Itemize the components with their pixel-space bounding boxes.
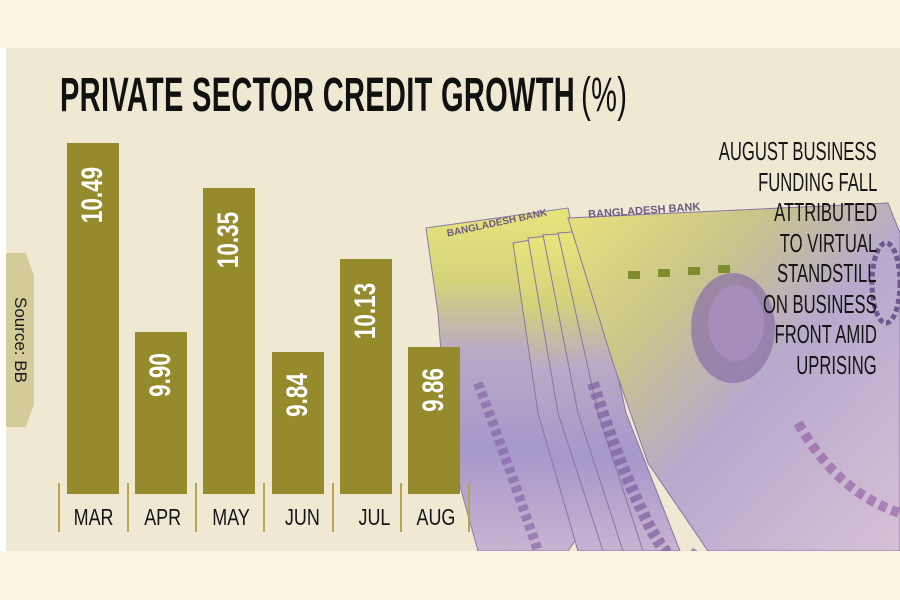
axis-separator bbox=[332, 483, 334, 532]
x-tick-label: AUG bbox=[416, 504, 456, 530]
axis-separator bbox=[263, 483, 265, 532]
annotation-line: STANDSTILL bbox=[777, 258, 877, 288]
bar-value-label: 9.84 bbox=[281, 373, 314, 417]
x-tick-jul: JUL bbox=[340, 504, 408, 531]
bar-may: 10.35 bbox=[203, 188, 255, 494]
annotation-line: AUGUST BUSINESS bbox=[719, 136, 877, 166]
bar-aug: 9.86 bbox=[408, 347, 460, 494]
axis-separator bbox=[58, 483, 60, 532]
left-margin-strip bbox=[0, 48, 6, 551]
axis-separator bbox=[468, 483, 470, 532]
bar-value-label: 10.49 bbox=[76, 166, 109, 224]
x-tick-aug: AUG bbox=[402, 504, 470, 531]
x-tick-apr: APR bbox=[129, 504, 197, 531]
x-tick-jun: JUN bbox=[268, 504, 336, 531]
annotation-line: UPRISING bbox=[796, 349, 877, 380]
chart-title: PRIVATE SECTOR CREDIT GROWTH (%) bbox=[60, 70, 627, 122]
x-tick-label: JUL bbox=[358, 504, 390, 530]
annotation-line: ON BUSINESS bbox=[763, 288, 877, 319]
infographic-panel: PRIVATE SECTOR CREDIT GROWTH (%) Source: … bbox=[6, 48, 900, 551]
axis-separator bbox=[400, 483, 402, 532]
source-tab: Source: BB bbox=[6, 253, 34, 427]
x-tick-label: MAY bbox=[212, 504, 250, 530]
bar-value-label: 9.90 bbox=[144, 353, 177, 397]
x-tick-label: APR bbox=[144, 504, 182, 530]
x-tick-may: MAY bbox=[197, 504, 265, 531]
annotation-line: FRONT AMID bbox=[774, 319, 877, 349]
bar-jul: 10.13 bbox=[340, 259, 392, 494]
bar-value-label: 10.13 bbox=[349, 282, 382, 340]
banknotes-illustration: BANGLADESH BANK BANGLADESH BANK bbox=[418, 163, 900, 551]
bar-apr: 9.90 bbox=[135, 332, 187, 494]
axis-separator bbox=[127, 483, 129, 532]
x-tick-mar: MAR bbox=[60, 504, 128, 531]
annotation-line: TO VIRTUAL bbox=[779, 227, 877, 258]
annotation-line: FUNDING FALL bbox=[757, 166, 877, 197]
bar-value-label: 9.86 bbox=[417, 368, 450, 412]
bar-jun: 9.84 bbox=[272, 352, 324, 494]
annotation-line: ATTRIBUTED bbox=[773, 197, 877, 227]
annotation-text: AUGUST BUSINESS FUNDING FALL ATTRIBUTED … bbox=[677, 136, 877, 396]
banknotes-icon bbox=[425, 202, 900, 551]
source-label: Source: BB bbox=[11, 297, 30, 383]
axis-separator bbox=[195, 483, 197, 532]
bar-value-label: 10.35 bbox=[212, 211, 245, 269]
bar-mar: 10.49 bbox=[67, 143, 119, 494]
chart-title-text: PRIVATE SECTOR CREDIT GROWTH bbox=[60, 69, 576, 122]
x-tick-label: MAR bbox=[74, 504, 114, 530]
chart-title-unit: (%) bbox=[581, 69, 628, 122]
x-tick-label: JUN bbox=[284, 504, 320, 530]
